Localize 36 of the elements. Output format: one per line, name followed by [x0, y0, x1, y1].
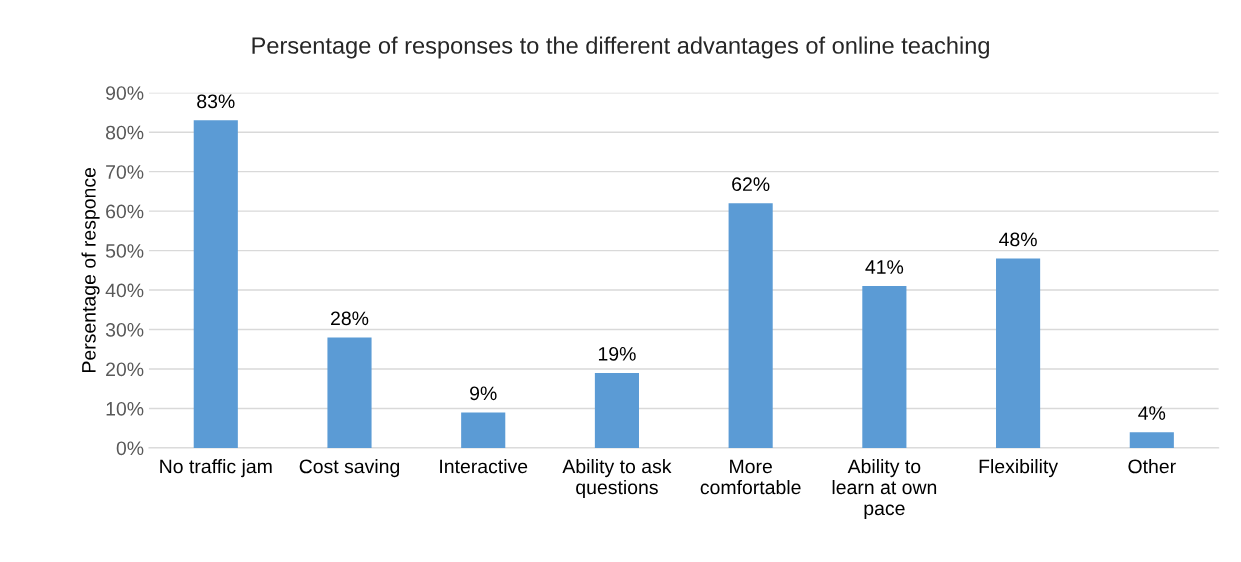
x-tick-label: Flexibility: [979, 459, 1059, 478]
x-tick-label: Interactive: [440, 459, 528, 474]
y-tick-label: 80%: [105, 125, 144, 140]
data-label: 62%: [732, 177, 770, 192]
y-tick-label: 50%: [105, 244, 144, 258]
x-tick-label: No traffic jam: [160, 459, 272, 478]
bar: [193, 120, 238, 448]
y-tick-label: 10%: [106, 401, 144, 416]
y-tick-label: 0%: [116, 441, 144, 456]
chart-title: Persentage of responses to the different advantages of online teaching: [252, 36, 989, 59]
y-tick-label: 30%: [105, 322, 144, 337]
x-tick-label: Cost saving: [299, 459, 400, 478]
bar: [594, 372, 639, 448]
bar: [862, 286, 907, 448]
data-label: 83%: [197, 94, 235, 109]
data-label: 41%: [865, 260, 904, 274]
y-tick-label: 20%: [106, 362, 144, 377]
bar: [461, 412, 506, 448]
bar: [1129, 432, 1174, 448]
y-tick-label: 90%: [106, 86, 144, 100]
x-tick-label: Other: [1128, 459, 1176, 474]
y-axis-title: Persentage of responce: [81, 167, 100, 372]
data-label: 48%: [999, 232, 1037, 247]
y-tick-label: 40%: [105, 283, 144, 298]
data-label: 9%: [470, 386, 497, 401]
y-tick-label: 60%: [106, 204, 144, 219]
y-tick-label: 70%: [106, 165, 144, 179]
data-label: 19%: [598, 346, 636, 361]
bar: [996, 258, 1041, 448]
data-label: 28%: [331, 311, 369, 326]
bar: [728, 203, 773, 448]
data-label: 4%: [1138, 406, 1166, 420]
x-tick-label: Ability to learn at own pace: [832, 459, 937, 520]
x-tick-label: Ability to ask questions: [562, 459, 672, 499]
x-tick-label: More comfortable: [700, 459, 801, 495]
bar: [327, 337, 372, 448]
